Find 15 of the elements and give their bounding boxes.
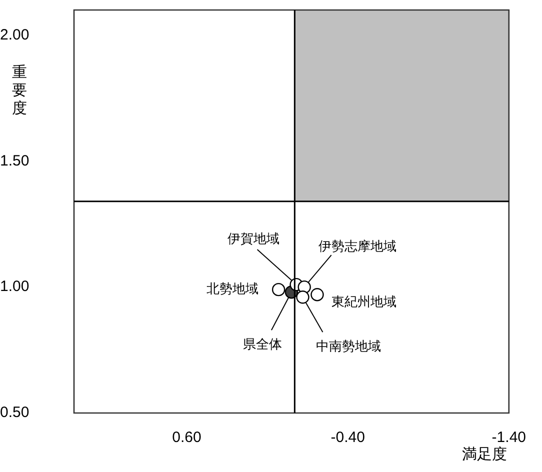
annotation: 北勢地域 [206, 281, 259, 296]
y-tick-label: 1.00 [0, 278, 30, 296]
x-tick-label: 0.60 [172, 429, 202, 446]
y-axis-title: 重要度 [12, 64, 28, 118]
y-tick-label: 1.50 [0, 152, 30, 170]
annotation: 東紀州地域 [332, 294, 397, 310]
annotation: 中南勢地域 [316, 338, 382, 354]
y-tick-label: 2.00 [0, 26, 30, 44]
y-tick-label: 0.50 [0, 404, 30, 422]
x-tick-label: -0.40 [330, 429, 365, 446]
annotation: 伊勢志摩地域 [318, 238, 396, 254]
annotation: 県全体 [242, 336, 282, 352]
x-axis-title: 満足度 [462, 445, 507, 464]
annotation: 伊賀地域 [227, 231, 280, 246]
x-tick-label: -1.40 [492, 429, 526, 446]
